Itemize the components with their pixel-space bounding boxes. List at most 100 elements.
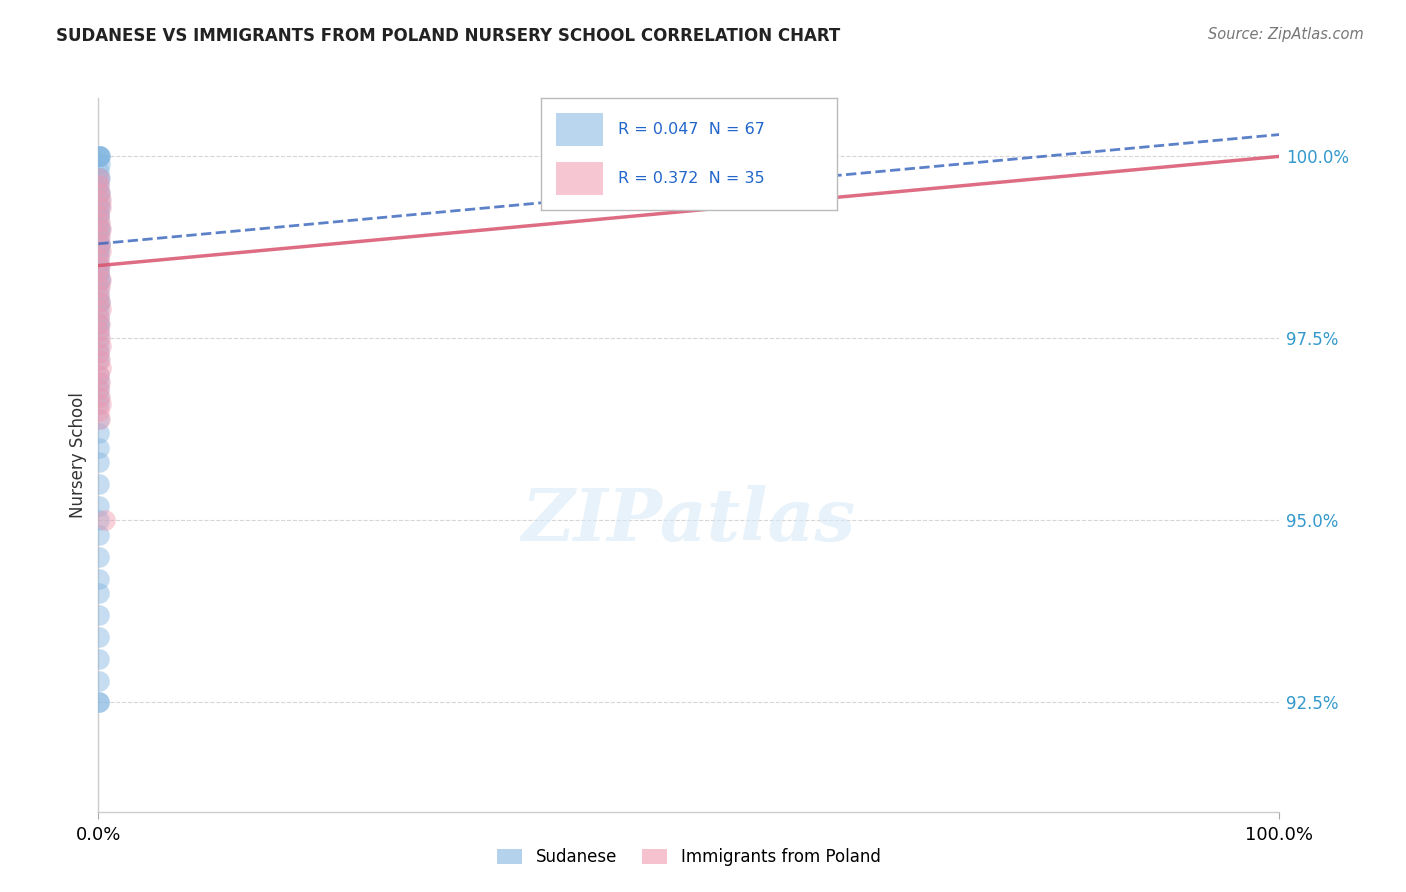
Point	[87, 324, 110, 338]
Y-axis label: Nursery School: Nursery School	[69, 392, 87, 518]
Point	[87, 390, 110, 404]
Bar	[557, 112, 603, 146]
Point	[90, 193, 112, 207]
Point	[89, 310, 111, 324]
Point	[89, 186, 111, 200]
Point	[89, 295, 111, 310]
Point	[89, 222, 111, 236]
Point	[89, 164, 111, 178]
Point	[87, 259, 110, 273]
Point	[89, 244, 111, 258]
Point	[89, 186, 111, 200]
Point	[87, 383, 110, 397]
Point	[89, 317, 111, 331]
Point	[89, 630, 111, 644]
Point	[89, 186, 111, 200]
Point	[89, 287, 111, 301]
Point	[89, 280, 111, 294]
Point	[89, 411, 111, 425]
Point	[89, 215, 111, 229]
Text: Source: ZipAtlas.com: Source: ZipAtlas.com	[1208, 27, 1364, 42]
Point	[87, 696, 110, 710]
Point	[90, 273, 112, 287]
Point	[89, 696, 111, 710]
Point	[87, 513, 110, 527]
Point	[87, 572, 110, 586]
Point	[89, 346, 111, 360]
Point	[89, 156, 111, 170]
Point	[90, 302, 112, 317]
Point	[89, 375, 111, 389]
Point	[89, 411, 111, 425]
Point	[87, 455, 110, 469]
Point	[89, 549, 111, 564]
Point	[89, 331, 111, 345]
Point	[87, 200, 110, 214]
Point	[87, 339, 110, 353]
Point	[89, 171, 111, 186]
Point	[89, 266, 111, 280]
Point	[89, 390, 111, 404]
Point	[89, 236, 111, 251]
Point	[89, 273, 111, 287]
Point	[89, 259, 111, 273]
Point	[89, 149, 111, 163]
Point	[89, 317, 111, 331]
Point	[89, 295, 111, 310]
Point	[89, 295, 111, 310]
Point	[87, 368, 110, 382]
Point	[89, 287, 111, 301]
Point	[87, 171, 110, 186]
Point	[89, 280, 111, 294]
Point	[89, 252, 111, 266]
Point	[89, 215, 111, 229]
Point	[87, 397, 110, 411]
Point	[89, 200, 111, 214]
Point	[89, 324, 111, 338]
Point	[87, 244, 110, 258]
Point	[89, 171, 111, 186]
Point	[89, 266, 111, 280]
Point	[89, 368, 111, 382]
Point	[89, 353, 111, 368]
Point	[89, 236, 111, 251]
Point	[89, 477, 111, 491]
Point	[89, 266, 111, 280]
Point	[90, 222, 112, 236]
Point	[89, 375, 111, 389]
Point	[87, 528, 110, 542]
Point	[89, 208, 111, 222]
Point	[90, 200, 112, 214]
Point	[89, 222, 111, 236]
Point	[87, 673, 110, 688]
Text: R = 0.047  N = 67: R = 0.047 N = 67	[619, 122, 765, 136]
Point	[89, 149, 111, 163]
Point	[89, 273, 111, 287]
Point	[89, 331, 111, 345]
Point	[90, 339, 112, 353]
Point	[89, 259, 111, 273]
Point	[89, 252, 111, 266]
Point	[89, 441, 111, 455]
Text: SUDANESE VS IMMIGRANTS FROM POLAND NURSERY SCHOOL CORRELATION CHART: SUDANESE VS IMMIGRANTS FROM POLAND NURSE…	[56, 27, 841, 45]
Point	[89, 317, 111, 331]
Point	[87, 178, 110, 193]
Text: R = 0.372  N = 35: R = 0.372 N = 35	[619, 171, 765, 186]
Point	[89, 236, 111, 251]
Bar	[557, 161, 603, 195]
Point	[94, 513, 117, 527]
Point	[87, 426, 110, 441]
Point	[89, 236, 111, 251]
Point	[89, 310, 111, 324]
Point	[89, 229, 111, 244]
Point	[87, 149, 110, 163]
Point	[89, 208, 111, 222]
Point	[87, 383, 110, 397]
Point	[87, 608, 110, 623]
Point	[89, 149, 111, 163]
Point	[89, 208, 111, 222]
Point	[89, 229, 111, 244]
Point	[89, 353, 111, 368]
Point	[90, 397, 112, 411]
Text: ZIPatlas: ZIPatlas	[522, 485, 856, 556]
